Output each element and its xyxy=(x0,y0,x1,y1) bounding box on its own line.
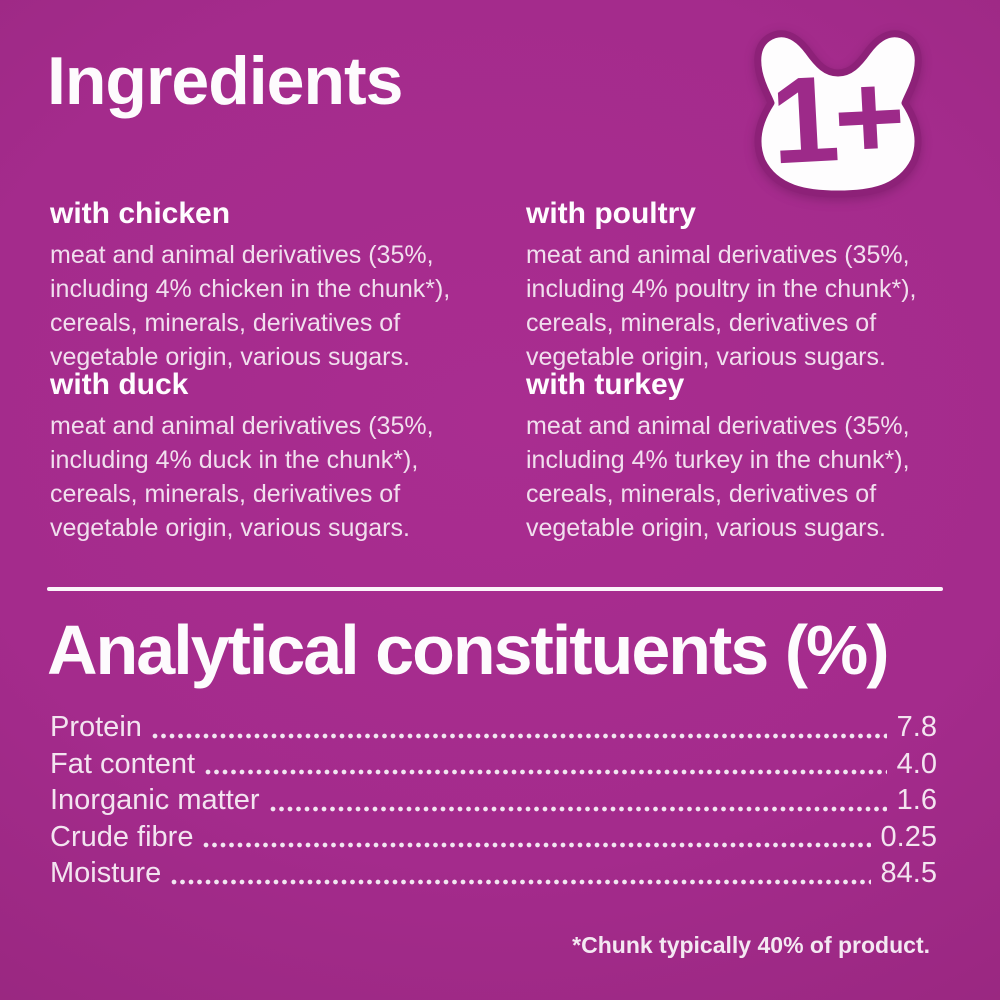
ingredient-heading: with poultry xyxy=(526,197,696,230)
analytical-value: 84.5 xyxy=(880,857,937,889)
ingredient-line: meat and animal derivatives (35%, xyxy=(50,241,434,269)
analytical-value: 0.25 xyxy=(880,820,937,853)
dotted-leader xyxy=(151,732,887,739)
ingredient-line: meat and animal derivatives (35%, xyxy=(526,241,910,269)
ingredient-line: cereals, minerals, derivatives of xyxy=(50,480,401,508)
ingredient-line: cereals, minerals, derivatives of xyxy=(526,480,877,508)
analytical-row: Moisture 84.5 xyxy=(50,857,937,894)
analytical-value: 1.6 xyxy=(896,784,937,816)
ingredient-line: meat and animal derivatives (35%, xyxy=(526,412,910,440)
analytical-row: Crude fibre 0.25 xyxy=(50,821,937,858)
ingredient-line: including 4% chicken in the chunk*), xyxy=(50,275,451,303)
analytical-row: Fat content 4.0 xyxy=(50,748,937,785)
chunk-footnote: *Chunk typically 40% of product. xyxy=(572,932,930,958)
ingredient-section-turkey: with turkey meat and animal derivatives … xyxy=(526,368,966,545)
analytical-row: Protein 7.8 xyxy=(50,711,937,748)
ingredient-heading: with turkey xyxy=(526,368,685,401)
ingredient-heading: with chicken xyxy=(50,197,231,230)
analytical-title: Analytical constituents (%) xyxy=(47,611,890,689)
ingredient-line: vegetable origin, various sugars. xyxy=(526,514,886,542)
dotted-leader xyxy=(203,842,871,848)
analytical-label: Fat content xyxy=(50,747,196,780)
dotted-leader xyxy=(171,878,871,885)
ingredient-section-duck: with duck meat and animal derivatives (3… xyxy=(50,368,490,545)
age-badge: 1+ xyxy=(732,28,944,200)
ingredient-line: vegetable origin, various sugars. xyxy=(50,514,410,542)
analytical-label: Protein xyxy=(50,711,142,743)
ingredient-section-poultry: with poultry meat and animal derivatives… xyxy=(526,197,966,374)
analytical-label: Crude fibre xyxy=(50,820,194,853)
analytical-label: Inorganic matter xyxy=(50,784,260,816)
dotted-leader xyxy=(269,805,887,812)
ingredient-line: vegetable origin, various sugars. xyxy=(50,343,410,371)
ingredient-line: including 4% turkey in the chunk*), xyxy=(526,446,910,474)
ingredient-line: vegetable origin, various sugars. xyxy=(526,343,886,371)
ingredient-line: cereals, minerals, derivatives of xyxy=(526,309,877,337)
ingredient-section-chicken: with chicken meat and animal derivatives… xyxy=(50,197,490,374)
analytical-label: Moisture xyxy=(50,857,162,889)
age-badge-label: 1+ xyxy=(767,47,904,190)
analytical-row: Inorganic matter 1.6 xyxy=(50,784,937,821)
ingredient-heading: with duck xyxy=(50,368,189,401)
cat-head-icon: 1+ xyxy=(754,30,922,198)
section-divider xyxy=(47,587,943,591)
ingredients-title: Ingredients xyxy=(47,43,403,119)
ingredient-line: meat and animal derivatives (35%, xyxy=(50,412,434,440)
analytical-value: 4.0 xyxy=(896,747,937,780)
analytical-value: 7.8 xyxy=(896,711,937,743)
ingredient-line: including 4% duck in the chunk*), xyxy=(50,446,419,474)
analytical-table: Protein 7.8 Fat content 4.0 Inorganic ma… xyxy=(50,711,937,894)
ingredient-line: including 4% poultry in the chunk*), xyxy=(526,275,917,303)
dotted-leader xyxy=(205,769,887,775)
ingredient-line: cereals, minerals, derivatives of xyxy=(50,309,401,337)
